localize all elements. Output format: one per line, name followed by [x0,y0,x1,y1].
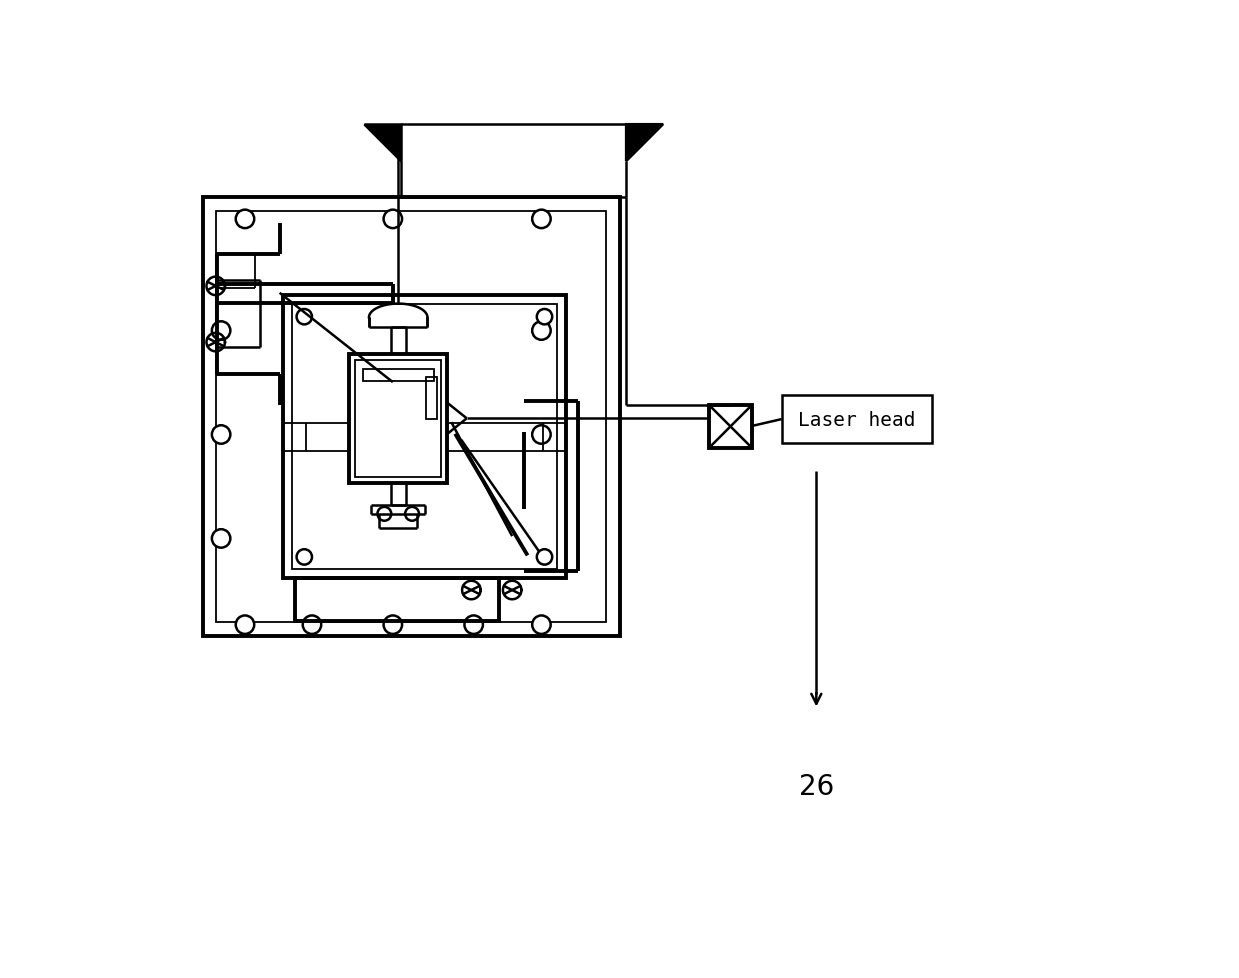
Bar [356,361,441,477]
Circle shape [384,210,403,229]
Circle shape [235,210,254,229]
Circle shape [465,616,483,635]
Text: Laser head: Laser head [798,410,916,429]
Bar [203,199,620,637]
Circle shape [212,322,230,340]
Circle shape [212,425,230,444]
Bar [782,396,932,443]
Circle shape [296,310,312,325]
Circle shape [533,322,550,340]
Circle shape [384,616,403,635]
Circle shape [536,550,553,565]
Circle shape [235,616,254,635]
Circle shape [536,310,553,325]
Circle shape [533,425,550,444]
Circle shape [378,508,392,521]
Bar [349,354,447,483]
Text: 26: 26 [799,773,834,801]
Circle shape [405,508,419,521]
Circle shape [212,530,230,548]
Circle shape [296,550,312,565]
Bar [295,579,499,621]
Circle shape [533,210,550,229]
Polygon shape [626,125,663,162]
Bar [292,305,556,569]
Circle shape [533,616,550,635]
Bar [363,370,434,382]
Bar [426,378,436,420]
Circle shape [302,616,321,635]
Bar [282,295,566,579]
Bar [709,406,752,448]
Polygon shape [364,125,401,162]
Bar [217,212,606,623]
